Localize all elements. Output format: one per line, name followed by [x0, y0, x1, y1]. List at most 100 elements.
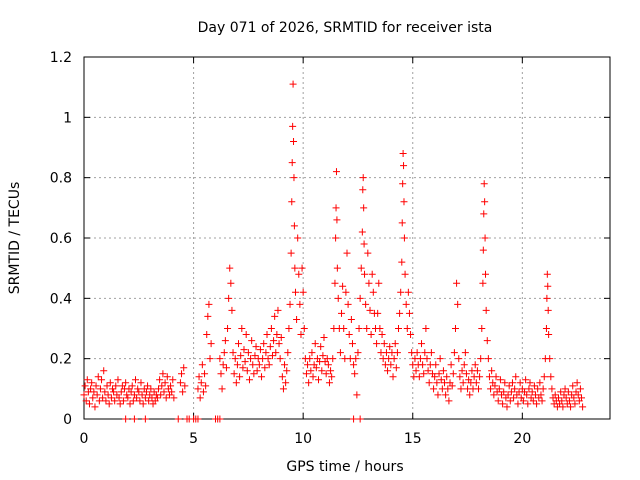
- data-point: [233, 361, 241, 369]
- data-point: [345, 331, 353, 339]
- data-point: [199, 388, 207, 396]
- data-point: [439, 367, 447, 375]
- data-point: [112, 382, 120, 390]
- data-point: [500, 388, 508, 396]
- data-points: [80, 80, 587, 423]
- data-point: [481, 198, 489, 206]
- data-point: [398, 219, 406, 227]
- data-point: [129, 397, 137, 405]
- data-point: [479, 279, 487, 287]
- data-point: [347, 315, 355, 323]
- data-point: [386, 343, 394, 351]
- data-point: [114, 376, 122, 384]
- data-point: [263, 331, 271, 339]
- data-point: [435, 370, 443, 378]
- data-point: [249, 361, 257, 369]
- data-point: [407, 331, 415, 339]
- data-point: [483, 337, 491, 345]
- data-point: [92, 382, 100, 390]
- data-point: [432, 361, 440, 369]
- data-point: [543, 294, 551, 302]
- data-point: [331, 279, 339, 287]
- data-point: [105, 400, 113, 408]
- data-point: [295, 270, 303, 278]
- data-point: [319, 352, 327, 360]
- data-point: [124, 394, 132, 402]
- data-point: [302, 370, 310, 378]
- data-point: [416, 355, 424, 363]
- data-point: [538, 397, 546, 405]
- data-point: [476, 373, 484, 381]
- data-point: [475, 385, 482, 393]
- data-point: [145, 397, 153, 405]
- y-tick-label: 0: [63, 412, 72, 428]
- data-point: [443, 373, 451, 381]
- y-tick-label: 0.4: [50, 291, 72, 307]
- data-point: [539, 385, 547, 393]
- data-point: [557, 388, 565, 396]
- data-point: [402, 300, 410, 308]
- data-point: [344, 300, 352, 308]
- data-point: [288, 198, 296, 206]
- data-point: [359, 174, 367, 182]
- data-point: [472, 379, 480, 387]
- data-point: [342, 288, 350, 296]
- data-point: [360, 204, 368, 212]
- data-point: [433, 379, 441, 387]
- data-point: [168, 388, 176, 396]
- data-point: [241, 358, 249, 366]
- data-point: [487, 385, 495, 393]
- data-point: [80, 391, 88, 399]
- data-point: [324, 361, 332, 369]
- data-point: [276, 355, 284, 363]
- data-point: [217, 370, 225, 378]
- data-point: [400, 198, 408, 206]
- data-point: [243, 367, 251, 375]
- data-point: [431, 373, 439, 381]
- data-point: [519, 397, 527, 405]
- data-point: [315, 376, 323, 384]
- data-point: [288, 159, 296, 167]
- data-point: [505, 382, 513, 390]
- data-point: [205, 300, 213, 308]
- data-point: [576, 385, 584, 393]
- data-point: [202, 382, 210, 390]
- data-point: [442, 391, 450, 399]
- data-point: [195, 373, 203, 381]
- data-point: [107, 394, 115, 402]
- data-point: [530, 382, 538, 390]
- data-point: [265, 361, 273, 369]
- data-point: [137, 379, 145, 387]
- data-point: [133, 394, 141, 402]
- data-point: [216, 355, 224, 363]
- data-point: [283, 367, 291, 375]
- data-point: [384, 367, 392, 375]
- data-point: [397, 288, 405, 296]
- data-point: [117, 388, 125, 396]
- data-point: [93, 391, 101, 399]
- data-point: [318, 367, 326, 375]
- data-point: [141, 394, 149, 402]
- data-point: [228, 306, 236, 314]
- data-point: [536, 379, 544, 387]
- data-point: [135, 388, 143, 396]
- data-point: [450, 349, 458, 357]
- data-point: [81, 382, 89, 390]
- data-point: [100, 367, 108, 375]
- data-point: [258, 373, 266, 381]
- data-point: [492, 373, 500, 381]
- data-point: [227, 279, 235, 287]
- data-point: [400, 162, 408, 170]
- data-point: [82, 397, 90, 405]
- data-point: [543, 270, 551, 278]
- data-point-zero: [141, 415, 149, 423]
- data-point: [299, 288, 307, 296]
- data-point: [434, 391, 442, 399]
- data-point: [203, 331, 211, 339]
- data-point: [245, 376, 253, 384]
- data-point: [153, 394, 161, 402]
- axis-ticks: 0 0.2 0.4 0.6 0.8 1 1.2 0 5 10 15 20: [50, 50, 610, 447]
- data-point: [351, 370, 359, 378]
- data-point: [447, 361, 455, 369]
